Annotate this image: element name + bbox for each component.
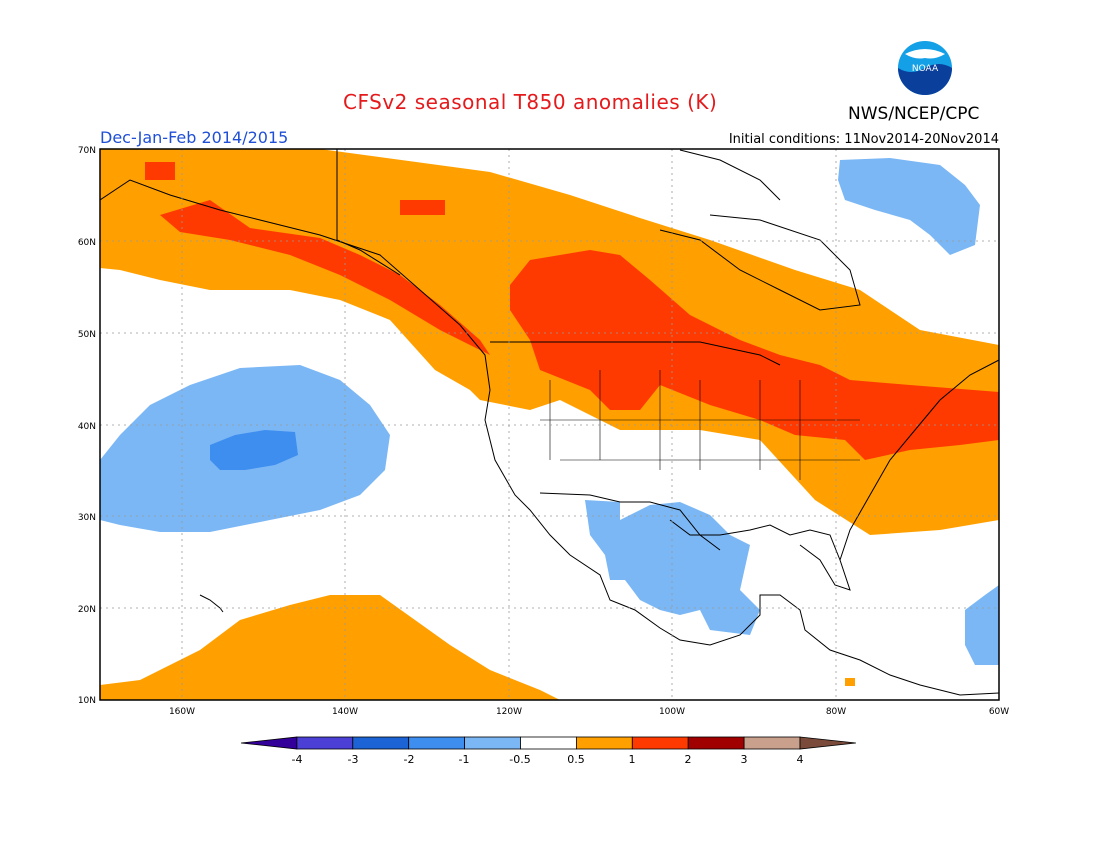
colorbar-tick: 1	[629, 753, 636, 766]
warm-core-alaska-north	[400, 200, 445, 215]
lon-label: 120W	[496, 707, 522, 717]
colorbar-ticks: -4 -3 -2 -1 -0.5 0.5 1 2 3 4	[292, 753, 804, 766]
colorbar-segment	[464, 736, 521, 750]
colorbar-tick: 4	[797, 753, 804, 766]
lon-label: 80W	[826, 707, 846, 717]
warm-core-alaska	[160, 200, 490, 355]
chart-title: CFSv2 seasonal T850 anomalies (K)	[343, 90, 718, 114]
coastline-gulf	[669, 519, 851, 591]
cool-anomaly-mexico	[585, 500, 760, 635]
colorbar-tick: -3	[348, 753, 359, 766]
noaa-logo-icon: NOAA	[896, 39, 954, 97]
season-label: Dec-Jan-Feb 2014/2015	[100, 128, 289, 147]
colorbar-tick: -0.5	[509, 753, 530, 766]
lon-label: 60W	[989, 707, 1009, 717]
anomaly-map: 70N 60N 50N 40N 30N 20N 10N 160W 140W 12…	[78, 146, 1009, 717]
map-gridlines	[100, 149, 999, 700]
colorbar-tick: 3	[741, 753, 748, 766]
colorbar-segment	[408, 736, 465, 750]
lat-label: 50N	[78, 330, 96, 340]
border-us-canada	[490, 341, 781, 366]
coastline-hawaii	[199, 594, 224, 613]
coastline-hudson	[659, 214, 861, 311]
warm-core-canada	[510, 250, 999, 460]
border-alaska	[336, 149, 401, 276]
colorbar-segment	[352, 736, 410, 750]
warm-band-subtropical	[100, 595, 560, 700]
lat-label: 40N	[78, 422, 96, 432]
coastline-north-america	[100, 179, 999, 696]
lon-label: 160W	[169, 707, 195, 717]
colorbar-segment	[240, 736, 298, 750]
lat-label: 10N	[78, 696, 96, 706]
cool-anomaly-caribbean	[965, 585, 999, 665]
border-us-mexico	[539, 492, 721, 551]
latitude-labels: 70N 60N 50N 40N 30N 20N 10N	[78, 146, 96, 706]
colorbar-segment	[575, 736, 633, 750]
colorbar-tick: -1	[459, 753, 470, 766]
colorbar-tick: 0.5	[567, 753, 585, 766]
cool-core-pacific	[210, 430, 298, 470]
colorbar-segments	[240, 736, 856, 750]
warm-patch-caribbean	[845, 678, 855, 686]
colorbar: -4 -3 -2 -1 -0.5 0.5 1 2 3 4	[240, 736, 856, 766]
lat-label: 20N	[78, 605, 96, 615]
warm-core-alaska-patch	[145, 162, 175, 180]
lat-label: 70N	[78, 146, 96, 156]
colorbar-segment	[520, 736, 577, 750]
initial-conditions-label: Initial conditions: 11Nov2014-20Nov2014	[728, 132, 999, 147]
organization-label: NWS/NCEP/CPC	[848, 104, 980, 124]
coastline-east	[839, 359, 999, 561]
colorbar-segment	[631, 736, 689, 750]
colorbar-segment	[296, 736, 354, 750]
noaa-logo-text: NOAA	[912, 64, 939, 74]
lon-label: 100W	[659, 707, 685, 717]
colorbar-tick: 2	[685, 753, 692, 766]
longitude-labels: 160W 140W 120W 100W 80W 60W	[169, 707, 1009, 717]
lat-label: 60N	[78, 238, 96, 248]
colorbar-segment	[799, 736, 856, 750]
cool-anomaly-labrador	[838, 158, 980, 255]
coastline-greenland	[679, 149, 781, 201]
lon-label: 140W	[332, 707, 358, 717]
colorbar-segment	[687, 736, 745, 750]
map-frame	[99, 148, 1000, 701]
lat-label: 30N	[78, 513, 96, 523]
colorbar-tick: -4	[292, 753, 303, 766]
colorbar-tick: -2	[404, 753, 415, 766]
colorbar-segment	[743, 736, 801, 750]
